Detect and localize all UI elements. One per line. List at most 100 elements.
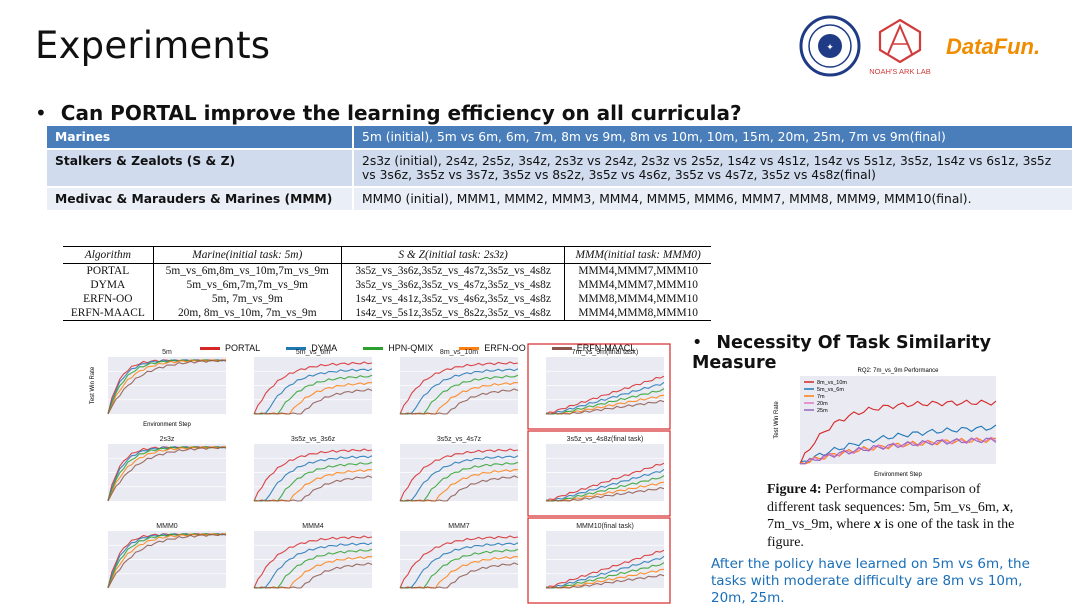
panel-title: 5m_vs_6m [296,349,330,356]
series-line [107,446,226,502]
panel-title: MMM10(final task) [576,523,634,530]
curve-panel: 7m_vs_9m(final task) [527,343,671,430]
learning-curves-grid: 5m Test Win Rate Environment Step 5m_vs_6m 8… [90,343,671,604]
series-line [253,469,373,502]
curriculum-tasks: MMM0 (initial), MMM1, MMM2, MMM3, MMM4, … [353,187,1072,212]
series-line [107,533,227,588]
legend-item: ERFN-OO [459,343,526,353]
legend-label: ERFN-MAACL [576,343,636,353]
series-line [399,556,519,589]
curriculum-row-sz: Stalkers & Zealots (S & Z) 2s3z (initial… [47,149,1072,188]
legend-item: ERFN-MAACL [551,343,636,353]
series-line [545,375,665,415]
series-line [546,573,665,589]
series-line [107,359,227,414]
series-line [399,368,519,415]
curriculum-name: Marines [47,126,354,150]
fig4-y-label: Test Win Rate [774,401,780,439]
caption-label: Figure 4: [767,482,822,497]
curve-panel: MMM10(final task) [527,517,671,604]
panel-title: MMM7 [448,523,469,530]
page-title: Experiments [35,24,271,67]
series-line [545,549,665,589]
legend-item: DYMA [286,343,337,353]
curve-panel: 3s5z_vs_4s8z(final task) [527,430,671,517]
series-line [107,533,227,589]
bullet-text: Necessity Of Task Similarity Measure [692,333,992,373]
series-line [253,361,373,415]
cell: MMM8,MMM4,MMM10 [564,292,711,306]
panel-title: 7m_vs_9m(final task) [572,349,639,356]
fig4-series-line [799,437,997,465]
x-axis-label: Environment Step [143,422,191,428]
bullet-dot: • [35,101,47,125]
panel-title: 3s5z_vs_3s6z [291,436,336,443]
series-line [545,568,665,589]
fig4-series-line [799,436,997,465]
cell: PORTAL [86,265,130,277]
table-row: PORTAL 5m_vs_6m,8m_vs_10m,7m_vs_9m 3s5z_… [63,263,711,278]
panel-title: 3s5z_vs_4s8z(final task) [567,436,644,443]
legend-label: HPN-QMIX [388,343,434,353]
panel-title: 2s3z [160,436,175,443]
col-marine: Marine(initial task: 5m) [152,246,342,264]
series-line [400,562,519,589]
bullet-learning-efficiency: • Can PORTAL improve the learning efficie… [35,101,742,125]
table-row: ERFN-MAACL 20m, 8m_vs_10m, 7m_vs_9m 1s4z… [63,306,711,321]
series-line [400,475,519,502]
svg-text:✦: ✦ [826,43,834,53]
curve-panel: 3s5z_vs_4s7z [399,436,519,502]
col-sz: S & Z(initial task: 2s3z) [340,246,565,264]
cell: 5m_vs_6m,7m,7m_vs_9m [152,278,342,292]
fig4-legend-label: 25m [817,408,828,414]
task-order-table: Algorithm Marine(initial task: 5m) S & Z… [63,246,711,321]
bullet-task-similarity: • Necessity Of Task Similarity Measure [692,333,1080,373]
curve-panel: 8m_vs_10m [399,349,519,415]
series-line [107,359,226,415]
fig4-series-line [799,437,997,465]
highlight-box [527,517,671,604]
series-line [545,555,665,589]
fig4-legend-label: 8m_vs_10m [817,380,847,386]
logos: ✦ NOAH'S ARK LAB DataFun. [799,15,1040,77]
series-line [253,455,373,502]
legend-item: HPN-QMIX [363,343,433,353]
table-row: DYMA 5m_vs_6m,7m,7m_vs_9m 3s5z_vs_3s6z,3… [63,278,711,292]
cell: MMM4,MMM7,MMM10 [564,263,711,278]
cell: MMM4,MMM8,MMM10 [564,306,711,321]
fig4-legend-label: 7m [817,394,825,400]
curve-panel: 5m Test Win Rate Environment Step [90,349,227,428]
legend-swatch [459,347,480,351]
curriculum-name: Stalkers & Zealots (S & Z) [47,149,354,188]
col-algorithm: Algorithm [63,246,154,264]
series-line [399,382,519,415]
series-line [399,535,519,589]
series-line [254,475,373,502]
datafun-logo: DataFun. [946,34,1040,59]
panel-title: 8m_vs_10m [440,349,478,356]
cell: MMM4,MMM7,MMM10 [564,278,711,292]
curve-panel: 3s5z_vs_3s6z [253,436,373,502]
legend-swatch [363,347,384,351]
cell: 1s4z_vs_4s1z,3s5z_vs_4s6z,3s5z_vs_4s8z [340,292,565,306]
series-line [399,542,519,589]
series-line [546,399,665,415]
series-line [399,448,519,502]
fig4-x-label: Environment Step [874,472,922,478]
series-line [253,542,373,589]
curriculum-name: Medivac & Marauders & Marines (MMM) [47,187,354,212]
series-line [545,388,665,415]
caption-text: , 7m_vs_9m, where [767,499,1014,533]
panel-title: 3s5z_vs_4s7z [437,436,482,443]
caption-var: x [1002,499,1010,515]
col-mmm: MMM(initial task: MMM0) [564,246,711,264]
bullet-text: Can PORTAL improve the learning efficien… [60,101,742,125]
series-line [546,486,665,502]
highlight-box [527,343,671,430]
curve-panel: MMM7 [399,523,519,589]
series-line [107,446,227,502]
series-line [399,469,519,502]
legend-label: DYMA [311,343,338,353]
curriculum-row-marines: Marines 5m (initial), 5m vs 6m, 6m, 7m, … [47,126,1072,150]
series-line [545,562,665,589]
